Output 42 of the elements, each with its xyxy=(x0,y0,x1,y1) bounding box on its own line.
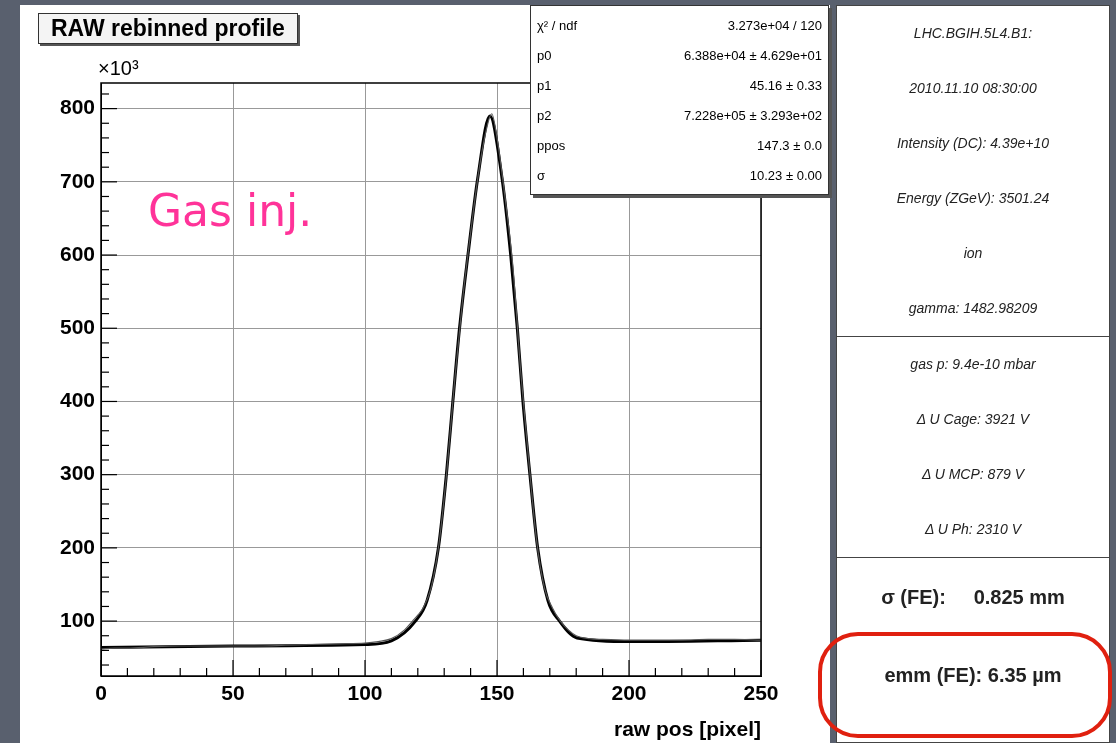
chart-title: RAW rebinned profile xyxy=(38,13,298,44)
text: χ² / ndf xyxy=(537,17,578,33)
x-tick-label: 100 xyxy=(347,681,383,705)
x-tick-label: 50 xyxy=(221,681,245,705)
text: Δ U Ph: 2310 V xyxy=(923,520,1023,539)
annotation: 45.16 ± 0.33 xyxy=(749,77,822,93)
annotation: Gas inj. xyxy=(148,185,313,236)
annotation: 147.3 ± 0.0 xyxy=(757,137,822,153)
text: emm (FE): 6.35 µm xyxy=(883,663,1063,688)
y-tick-label: 500 xyxy=(59,315,95,339)
annotation: p1 xyxy=(537,77,552,93)
x-tick-label: 0 xyxy=(95,681,107,705)
text: 2010.11.10 08:30:00 xyxy=(908,79,1038,98)
y-tick-label: 300 xyxy=(59,461,95,485)
annotation: σ xyxy=(537,167,546,183)
y-axis-title: ×10³ xyxy=(98,57,139,80)
text: 3.273e+04 / 120 xyxy=(727,17,822,33)
annotation: p2 xyxy=(537,107,552,123)
y-tick-label: 200 xyxy=(59,534,95,558)
text: Δ U Cage: 3921 V xyxy=(915,410,1031,429)
text: p0 xyxy=(537,47,552,63)
annotation: ppos xyxy=(537,137,566,153)
text: 6.388e+04 ± 4.629e+01 xyxy=(684,47,822,63)
y-tick-label: 600 xyxy=(59,241,95,265)
text: gas p: 9.4e-10 mbar xyxy=(909,355,1037,374)
annotation: 10.23 ± 0.00 xyxy=(749,167,822,183)
x-axis-title: raw pos [pixel] xyxy=(613,717,761,741)
text: Δ U MCP: 879 V xyxy=(920,465,1026,484)
text: LHC.BGIH.5L4.B1: xyxy=(912,24,1034,43)
y-tick-label: 800 xyxy=(59,95,95,119)
x-tick-label: 150 xyxy=(479,681,515,705)
y-tick-label: 100 xyxy=(59,607,95,631)
text: σ (FE): 0.825 mm xyxy=(880,585,1066,610)
text: Energy (ZGeV): 3501.24 xyxy=(895,189,1051,208)
x-tick-label: 250 xyxy=(743,681,779,705)
text: gamma: 1482.98209 xyxy=(907,299,1039,318)
y-tick-label: 700 xyxy=(59,168,95,192)
annotation: 7.228e+05 ± 3.293e+02 xyxy=(684,107,822,123)
text: Intensity (DC): 4.39e+10 xyxy=(895,134,1051,153)
x-tick-label: 200 xyxy=(611,681,647,705)
text: ion xyxy=(962,244,984,263)
y-tick-label: 400 xyxy=(59,388,95,412)
